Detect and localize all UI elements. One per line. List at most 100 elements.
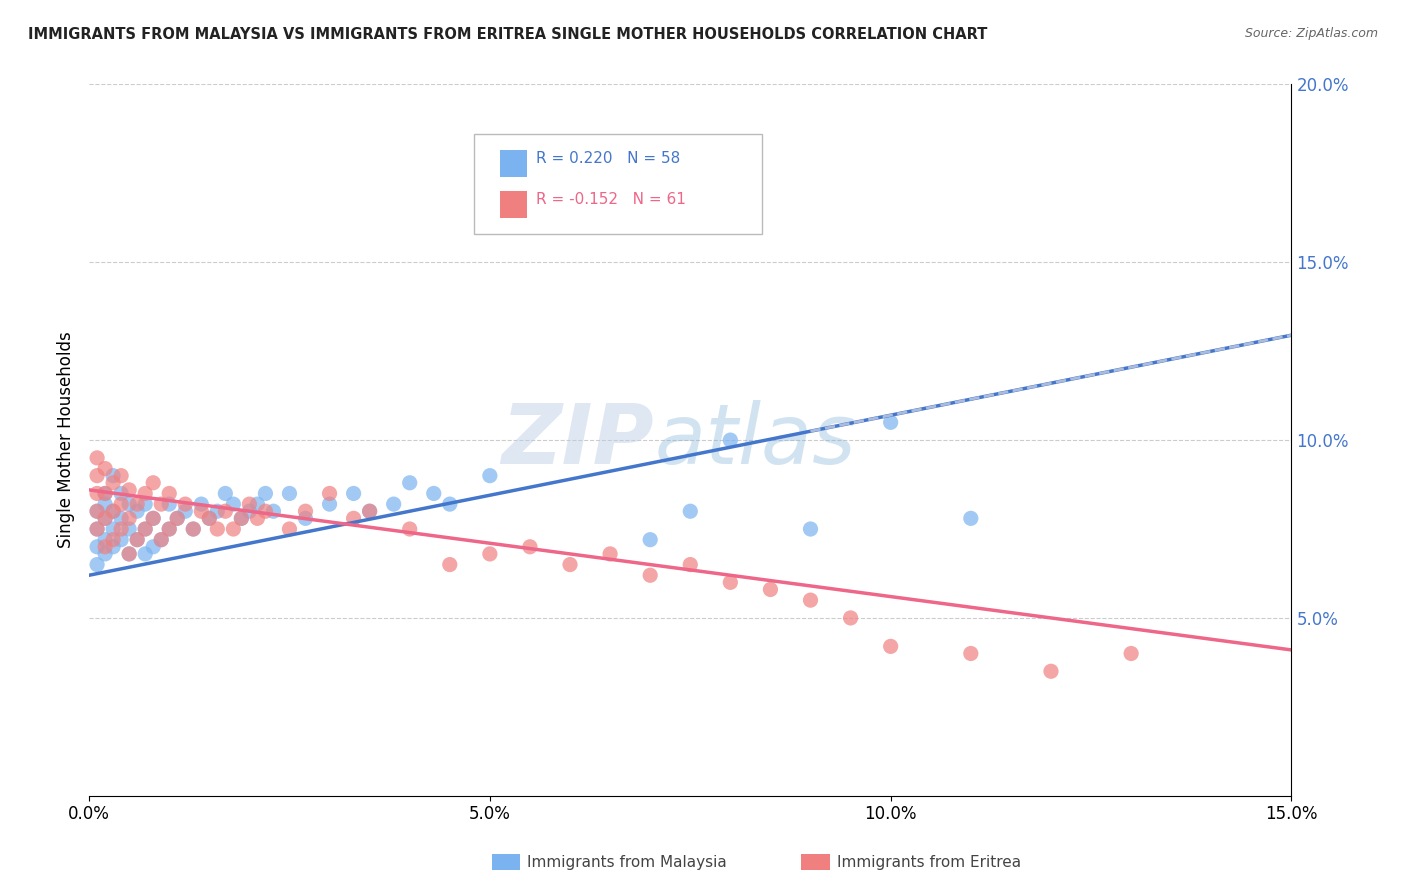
Text: Source: ZipAtlas.com: Source: ZipAtlas.com — [1244, 27, 1378, 40]
Point — [101, 475, 124, 490]
Point — [423, 486, 446, 500]
Point — [157, 522, 180, 536]
Point — [238, 504, 260, 518]
Point — [198, 511, 221, 525]
Point — [190, 497, 212, 511]
Point — [638, 533, 661, 547]
Point — [174, 497, 197, 511]
Point — [101, 540, 124, 554]
Point — [278, 486, 301, 500]
Point — [278, 522, 301, 536]
Point — [118, 547, 141, 561]
Point — [118, 547, 141, 561]
Text: atlas: atlas — [654, 400, 856, 481]
Point — [214, 486, 236, 500]
Point — [166, 511, 188, 525]
Point — [478, 468, 501, 483]
Point — [254, 504, 277, 518]
Point — [207, 522, 229, 536]
Point — [94, 511, 117, 525]
Point — [150, 497, 173, 511]
Point — [110, 468, 132, 483]
Point — [478, 547, 501, 561]
Point — [238, 497, 260, 511]
Point — [150, 533, 173, 547]
Y-axis label: Single Mother Households: Single Mother Households — [58, 332, 75, 549]
Text: R = -0.152   N = 61: R = -0.152 N = 61 — [536, 192, 686, 207]
FancyBboxPatch shape — [474, 134, 762, 234]
Point — [359, 504, 381, 518]
Bar — [501, 150, 527, 178]
Point — [1039, 665, 1062, 679]
Point — [294, 504, 316, 518]
Bar — [501, 191, 527, 219]
Point — [101, 504, 124, 518]
Point — [359, 504, 381, 518]
Point — [1121, 647, 1143, 661]
Point — [519, 540, 541, 554]
Point — [318, 486, 340, 500]
Point — [110, 522, 132, 536]
Point — [214, 504, 236, 518]
Point — [110, 486, 132, 500]
Point — [679, 558, 702, 572]
Point — [398, 522, 420, 536]
Point — [127, 504, 149, 518]
Point — [207, 504, 229, 518]
Point — [86, 540, 108, 554]
Point — [86, 522, 108, 536]
Point — [318, 497, 340, 511]
Point — [759, 582, 782, 597]
Point — [101, 522, 124, 536]
Point — [134, 547, 156, 561]
Point — [110, 533, 132, 547]
Point — [231, 511, 253, 525]
Point — [86, 450, 108, 465]
Point — [558, 558, 581, 572]
Point — [118, 511, 141, 525]
Point — [127, 533, 149, 547]
Point — [879, 640, 901, 654]
Point — [86, 522, 108, 536]
Point — [118, 497, 141, 511]
Point — [342, 486, 364, 500]
Point — [166, 511, 188, 525]
Point — [110, 497, 132, 511]
Text: R = 0.220   N = 58: R = 0.220 N = 58 — [536, 151, 681, 166]
Point — [959, 647, 981, 661]
Point — [879, 415, 901, 429]
Point — [599, 547, 621, 561]
Point — [398, 475, 420, 490]
Point — [134, 497, 156, 511]
Point — [134, 522, 156, 536]
Point — [127, 497, 149, 511]
Point — [718, 433, 741, 447]
Point — [222, 497, 245, 511]
Point — [94, 461, 117, 475]
Text: ZIP: ZIP — [502, 400, 654, 481]
Point — [181, 522, 204, 536]
Text: Immigrants from Malaysia: Immigrants from Malaysia — [527, 855, 727, 870]
Point — [86, 558, 108, 572]
Point — [246, 511, 269, 525]
Point — [254, 486, 277, 500]
Point — [799, 522, 821, 536]
Point — [157, 522, 180, 536]
Point — [439, 497, 461, 511]
Point — [134, 486, 156, 500]
Point — [118, 483, 141, 497]
Point — [294, 511, 316, 525]
Point — [142, 475, 165, 490]
Point — [86, 504, 108, 518]
Point — [679, 504, 702, 518]
Point — [101, 533, 124, 547]
Point — [246, 497, 269, 511]
Point — [638, 568, 661, 582]
Point — [86, 468, 108, 483]
Point — [94, 486, 117, 500]
Point — [94, 497, 117, 511]
Point — [157, 497, 180, 511]
Point — [181, 522, 204, 536]
Point — [342, 511, 364, 525]
Point — [198, 511, 221, 525]
